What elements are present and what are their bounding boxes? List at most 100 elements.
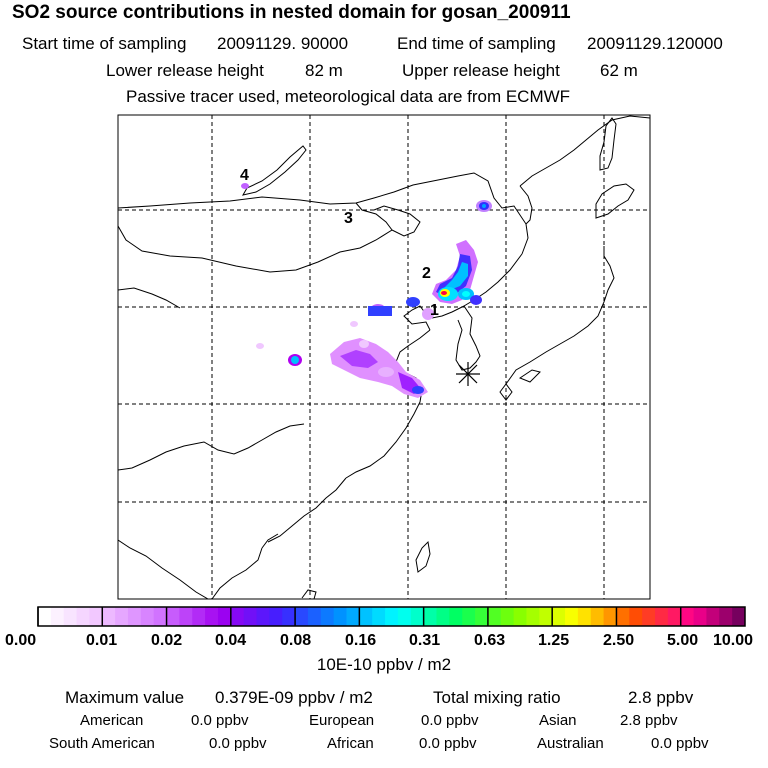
- region-name: European: [309, 712, 375, 729]
- region-value: 0.0 ppbv: [421, 712, 479, 729]
- colorbar-swatch: [603, 607, 617, 626]
- colorbar-swatch: [410, 607, 425, 626]
- colorbar-unit: 10E-10 ppbv / m2: [316, 655, 452, 674]
- colorbar-swatch: [693, 607, 707, 626]
- colorbar-swatch: [397, 607, 412, 626]
- total-mixing-value: 2.8 ppbv: [628, 688, 694, 707]
- map-content: [118, 115, 650, 599]
- region-value: 2.8 ppbv: [620, 712, 678, 729]
- colorbar-swatch: [565, 607, 579, 626]
- lat-lon-grid: [118, 115, 650, 599]
- colorbar-tick: 0.08: [280, 632, 312, 649]
- colorbar-swatch: [102, 607, 116, 626]
- colorbar-swatch: [706, 607, 720, 626]
- colorbar-swatch: [115, 607, 129, 626]
- colorbar-tick: 0.31: [409, 632, 441, 649]
- source-label-1: 1: [430, 302, 439, 319]
- total-mixing-label: Total mixing ratio: [433, 688, 561, 707]
- colorbar-swatch: [192, 607, 206, 626]
- colorbar-swatch: [153, 607, 168, 626]
- colorbar-frame: [37, 606, 746, 627]
- lower-release-value: 82 m: [305, 61, 343, 80]
- colorbar-tick: 1.25: [538, 632, 570, 649]
- colorbar-swatch: [243, 607, 258, 626]
- source-label-2: 2: [422, 265, 431, 282]
- colorbar-swatch: [680, 607, 695, 626]
- region-value: 0.0 ppbv: [419, 735, 477, 752]
- end-sampling-label: End time of sampling: [397, 34, 556, 53]
- colorbar-tick: 0.16: [345, 632, 377, 649]
- receptor-marker: [456, 362, 480, 386]
- region-name: American: [80, 712, 144, 729]
- upper-release-value: 62 m: [600, 61, 638, 80]
- colorbar-swatch: [166, 607, 180, 626]
- colorbar-swatch: [359, 607, 373, 626]
- colorbar-swatch: [616, 607, 630, 626]
- colorbar-swatch: [423, 607, 437, 626]
- colorbar-swatch: [462, 607, 476, 626]
- colorbar-tick: 0.04: [215, 632, 247, 649]
- upper-release-label: Upper release height: [402, 61, 560, 80]
- colorbar-swatch: [127, 607, 142, 626]
- colorbar: [37, 607, 746, 626]
- max-value: 0.379E-09 ppbv / m2: [215, 688, 373, 707]
- region-value: 0.0 ppbv: [209, 735, 267, 752]
- colorbar-tick: 10.00: [713, 632, 754, 649]
- tracer-note: Passive tracer used, meteorological data…: [126, 87, 571, 106]
- colorbar-swatch: [295, 607, 309, 626]
- colorbar-swatch: [179, 607, 193, 626]
- page-title: SO2 source contributions in nested domai…: [12, 2, 571, 23]
- colorbar-swatch: [256, 607, 270, 626]
- colorbar-swatch: [205, 607, 219, 626]
- colorbar-swatch: [307, 607, 322, 626]
- colorbar-swatch: [500, 607, 515, 626]
- colorbar-swatch: [449, 607, 463, 626]
- colorbar-swatch: [385, 607, 399, 626]
- colorbar-swatch: [38, 607, 52, 626]
- colorbar-swatch: [487, 607, 502, 626]
- colorbar-swatch: [629, 607, 643, 626]
- colorbar-tick: 0.02: [151, 632, 183, 649]
- max-value-label: Maximum value: [65, 688, 185, 707]
- colorbar-swatch: [320, 607, 335, 626]
- end-sampling-value: 20091129.120000: [587, 34, 723, 53]
- colorbar-tick: 0.00: [5, 632, 37, 649]
- start-sampling-label: Start time of sampling: [22, 34, 187, 53]
- colorbar-swatch: [230, 607, 245, 626]
- region-name: African: [327, 735, 374, 752]
- region-name: Australian: [537, 735, 604, 752]
- colorbar-tick: 2.50: [603, 632, 635, 649]
- region-value: 0.0 ppbv: [651, 735, 709, 752]
- colorbar-swatch: [63, 607, 78, 626]
- colorbar-swatch: [732, 607, 746, 626]
- region-value: 0.0 ppbv: [191, 712, 249, 729]
- colorbar-swatch: [475, 607, 489, 626]
- colorbar-swatch: [642, 607, 656, 626]
- colorbar-tick: 5.00: [667, 632, 699, 649]
- colorbar-swatch: [346, 607, 360, 626]
- colorbar-swatch: [89, 607, 103, 626]
- colorbar-swatch: [140, 607, 155, 626]
- lower-release-label: Lower release height: [106, 61, 264, 80]
- colorbar-swatch: [50, 607, 65, 626]
- colorbar-swatch: [333, 607, 348, 626]
- colorbar-swatch: [372, 607, 386, 626]
- colorbar-swatch: [577, 607, 592, 626]
- colorbar-swatch: [719, 607, 733, 626]
- colorbar-swatch: [526, 607, 540, 626]
- colorbar-swatch: [269, 607, 283, 626]
- colorbar-swatch: [76, 607, 90, 626]
- colorbar-swatch: [217, 607, 232, 626]
- colorbar-swatch: [655, 607, 669, 626]
- colorbar-tick: 0.01: [86, 632, 118, 649]
- colorbar-swatch: [436, 607, 450, 626]
- source-label-4: 4: [240, 167, 249, 184]
- plume-concentrations: [241, 183, 492, 398]
- region-name: Asian: [539, 712, 577, 729]
- colorbar-swatch: [513, 607, 527, 626]
- colorbar-swatch: [552, 607, 566, 626]
- colorbar-swatch: [282, 607, 296, 626]
- colorbar-tick: 0.63: [474, 632, 506, 649]
- colorbar-swatch: [539, 607, 553, 626]
